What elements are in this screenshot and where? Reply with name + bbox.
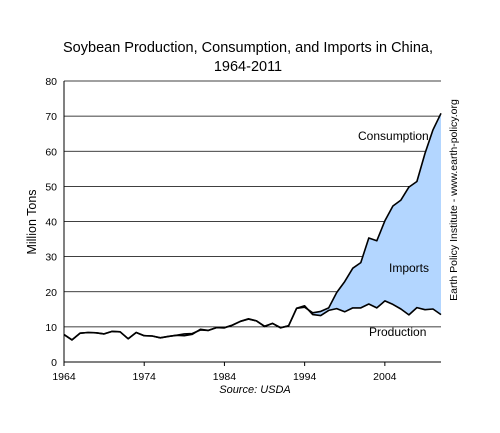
y-axis-label: Million Tons [25, 189, 39, 254]
y-tick-label: 30 [45, 252, 57, 264]
x-tick-label: 1984 [213, 371, 237, 383]
x-tick-label: 1994 [293, 371, 317, 383]
side-note: Earth Policy Institute - www.earth-polic… [448, 99, 460, 301]
x-tick-label: 1974 [133, 371, 157, 383]
imports-area [64, 113, 441, 340]
chart-subtitle: 1964-2011 [214, 59, 282, 75]
source-note: Source: USDA [219, 384, 291, 396]
annotation-consumption: Consumption [358, 129, 429, 143]
y-tick-label: 40 [45, 217, 57, 229]
y-tick-label: 0 [51, 357, 57, 369]
chart-title: Soybean Production, Consumption, and Imp… [63, 40, 433, 56]
annotation-production: Production [369, 325, 426, 339]
y-tick-label: 50 [45, 181, 57, 193]
y-tick-label: 60 [45, 146, 57, 158]
y-tick-label: 10 [45, 322, 57, 334]
series-line-production [63, 300, 442, 341]
x-tick-label: 2004 [373, 371, 397, 383]
y-tick-label: 80 [45, 76, 57, 88]
annotation-imports: Imports [389, 261, 429, 275]
x-tick-label: 1964 [52, 371, 76, 383]
y-tick-label: 20 [45, 287, 57, 299]
y-tick-label: 70 [45, 111, 57, 123]
plot-area: 0 10 20 30 40 50 60 70 80 1964 1974 1984 1994 2004 Con… [45, 76, 442, 383]
